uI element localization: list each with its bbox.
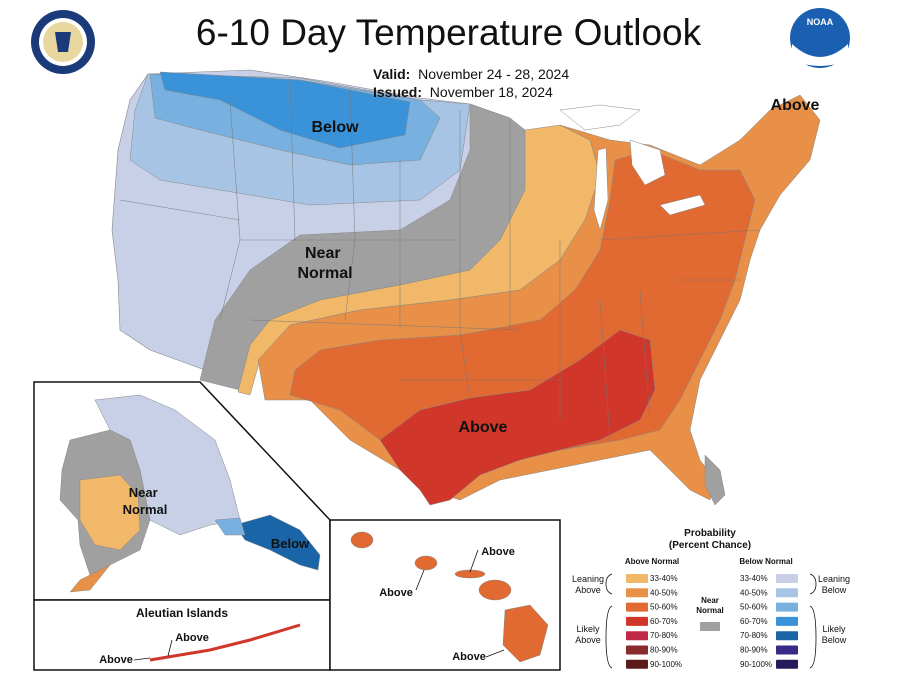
region-florida-near-normal [704, 454, 726, 506]
legend-above-range-5: 80-90% [650, 646, 678, 655]
label-near-normal-line1: Near [305, 245, 341, 262]
noaa-logo: NOAA [790, 8, 850, 68]
lake-huron [629, 139, 666, 186]
legend-below-header: Below Normal [739, 557, 792, 566]
label-below-nw: Below [311, 119, 359, 136]
label-above-ne: Above [771, 97, 820, 114]
issued-line: Issued: November 18, 2024 [373, 84, 553, 100]
alaska-panhandle-lean [214, 517, 246, 536]
label-hawaii-above-1: Above [481, 546, 515, 558]
hawaii-leader-lines [415, 549, 505, 658]
legend-above-range-0: 33-40% [650, 574, 678, 583]
legend-above-range-6: 90-100% [650, 660, 682, 669]
state-borders [119, 79, 761, 441]
page-title: 6-10 Day Temperature Outlook [195, 12, 702, 53]
legend-likely-above-1: Likely [576, 624, 600, 634]
legend-below-swatch-0 [776, 574, 798, 583]
lake-erie [659, 194, 706, 216]
label-alaska-near-normal: Near Normal [123, 485, 168, 517]
legend-above-swatch-5 [626, 645, 648, 655]
legend-above-header: Above Normal [625, 557, 679, 566]
legend-below-swatch-1 [776, 588, 798, 598]
legend-below-swatch-2 [776, 602, 798, 612]
label-aleutian-above-1: Above [175, 632, 209, 644]
lake-superior [559, 104, 641, 131]
legend-title: Probability [684, 528, 736, 539]
legend-above-swatch-2 [626, 602, 648, 612]
label-hawaii-above-3: Above [452, 651, 486, 663]
hawaii-kauai [350, 531, 374, 549]
alaska-peninsula [69, 564, 111, 593]
legend-above-swatch-1 [626, 588, 648, 598]
label-above-south: Above [459, 419, 508, 436]
hawaii-maui [478, 579, 512, 601]
aleutian-chain [149, 623, 301, 662]
hawaii-big-island [502, 604, 549, 663]
legend-below-range-2: 50-60% [740, 603, 768, 612]
valid-line: Valid: November 24 - 28, 2024 [373, 66, 569, 82]
valid-value: November 24 - 28, 2024 [418, 66, 570, 82]
legend-subtitle: (Percent Chance) [669, 540, 751, 551]
region-below-60-70 [159, 71, 411, 149]
aleutian-inset-frame [33, 599, 331, 671]
hawaii-molokai [454, 569, 486, 579]
issued-label: Issued: [373, 84, 423, 100]
label-hawaii-above-2: Above [379, 587, 413, 599]
svg-text:NOAA: NOAA [807, 17, 834, 27]
legend-below-swatch-6 [776, 659, 798, 669]
legend-leaning-below-1: Leaning [818, 574, 850, 584]
legend-brace-above [605, 573, 613, 669]
legend-above-range-4: 70-80% [650, 631, 678, 640]
legend-below-range-4: 70-80% [740, 631, 768, 640]
label-near-normal-line2: Normal [297, 265, 352, 282]
legend-above-range-1: 40-50% [650, 588, 678, 597]
commerce-seal [31, 10, 95, 74]
legend-below-swatch-3 [776, 616, 798, 626]
legend-near-normal-label-2: Normal [696, 606, 724, 615]
legend-above-range-2: 50-60% [650, 603, 678, 612]
legend-below-range-0: 33-40% [740, 574, 768, 583]
legend-above-swatch-0 [626, 574, 648, 583]
legend-above-swatch-4 [626, 631, 648, 641]
legend-near-normal-swatch [700, 622, 720, 631]
region-above-60-70 [379, 329, 656, 506]
legend-below-bins: 33-40% 40-50% 50-60% 60-70% 70-80% 80-90% 90-1… [740, 574, 798, 669]
label-aleutian-above-2: Above [99, 654, 133, 666]
legend-likely-above-2: Above [575, 635, 601, 645]
legend-leaning-above-1: Leaning [572, 574, 604, 584]
aleutian-leader-lines [133, 639, 173, 661]
label-near-normal: Near Normal [297, 245, 352, 282]
legend-below-range-6: 90-100% [740, 660, 772, 669]
valid-label: Valid: [373, 66, 411, 82]
label-aleutian-title: Aleutian Islands [136, 606, 228, 620]
legend-leaning-below-2: Below [822, 585, 847, 595]
legend-above-swatch-3 [626, 616, 648, 626]
legend-below-swatch-4 [776, 631, 798, 641]
legend-leaning-above-2: Above [575, 585, 601, 595]
probability-legend: Probability (Percent Chance) Above Norma… [572, 528, 850, 669]
label-alaska-below: Below [271, 536, 310, 551]
legend-below-range-3: 60-70% [740, 617, 768, 626]
legend-below-range-5: 80-90% [740, 646, 768, 655]
alaska-panhandle-below [234, 514, 321, 571]
legend-above-bins: 33-40% 40-50% 50-60% 60-70% 70-80% 80-90% 90-1… [626, 574, 682, 669]
legend-likely-below-1: Likely [822, 624, 846, 634]
issued-value: November 18, 2024 [429, 84, 553, 100]
legend-likely-below-2: Below [822, 635, 847, 645]
legend-brace-below [809, 573, 817, 669]
legend-near-normal-label-1: Near [701, 596, 719, 605]
alaska-above [79, 474, 141, 551]
legend-below-swatch-5 [776, 645, 798, 655]
legend-above-range-3: 60-70% [650, 617, 678, 626]
lake-michigan [593, 147, 609, 231]
legend-above-swatch-6 [626, 659, 648, 669]
legend-below-range-1: 40-50% [740, 588, 768, 597]
hawaii-oahu [414, 555, 438, 571]
